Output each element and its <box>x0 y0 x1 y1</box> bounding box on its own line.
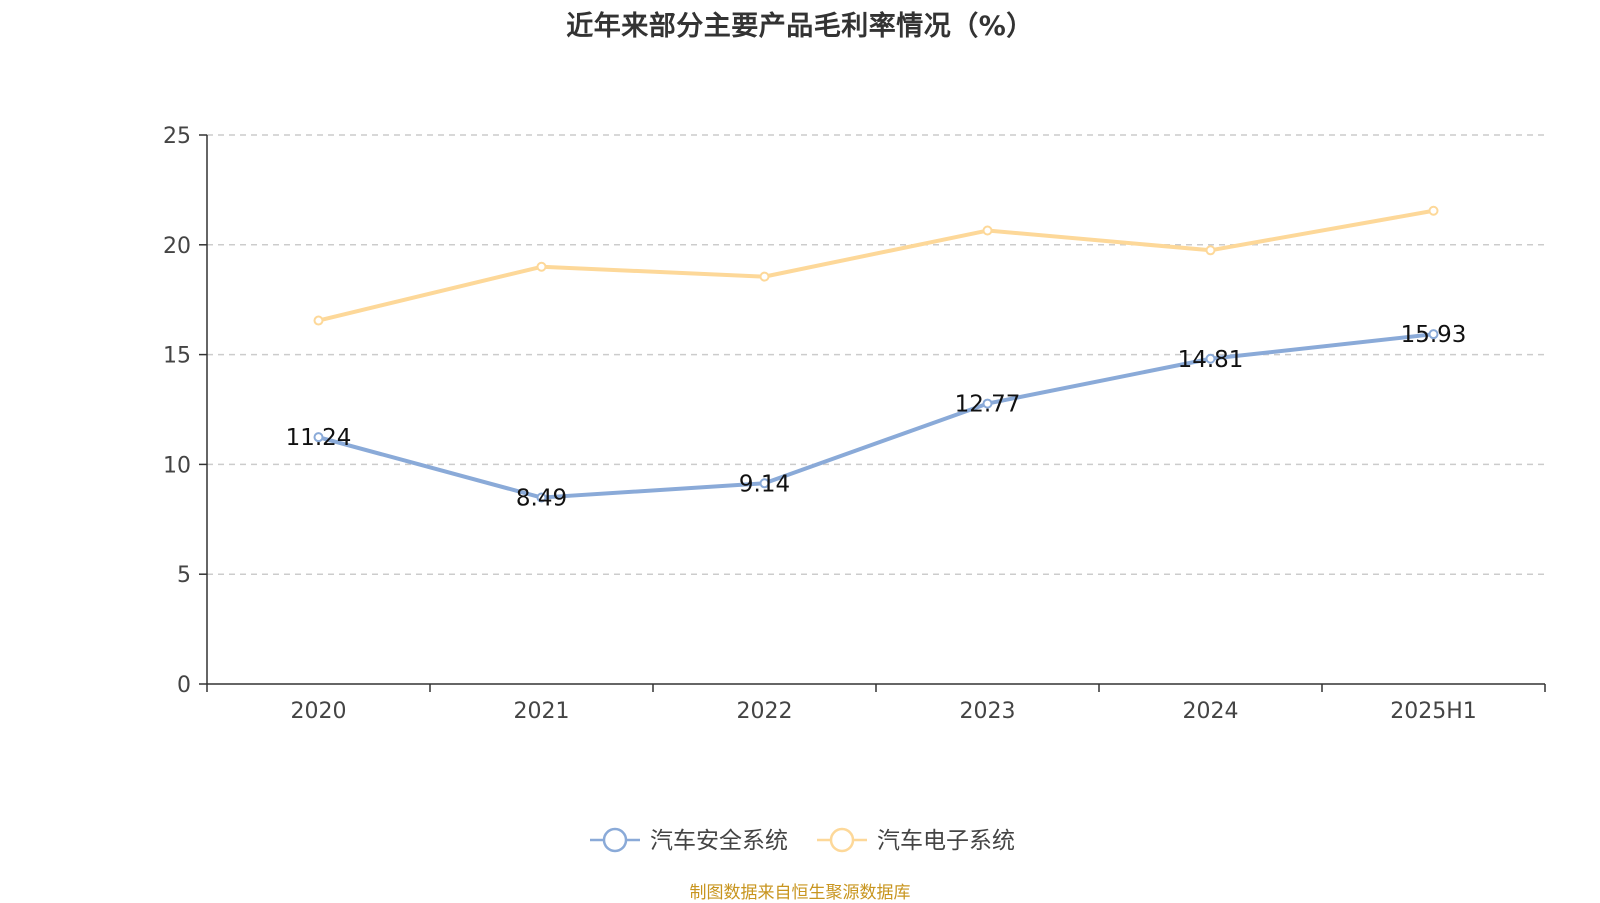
data-point <box>536 261 547 272</box>
legend-label: 汽车电子系统 <box>877 828 1015 854</box>
series-line <box>316 332 1436 500</box>
data-point <box>982 398 993 409</box>
legend-item: 汽车电子系统 <box>817 827 1015 854</box>
data-point <box>313 432 324 443</box>
y-tick-label: 10 <box>163 453 191 478</box>
y-tick-label: 20 <box>163 234 191 259</box>
source-note: 制图数据来自恒生聚源数据库 <box>689 883 911 903</box>
y-tick-label: 25 <box>163 124 191 149</box>
data-label: 11.24 <box>286 425 352 451</box>
data-point <box>536 492 547 503</box>
y-tick-label: 15 <box>163 344 191 369</box>
x-tick-label: 2022 <box>737 699 793 724</box>
data-point <box>759 271 770 282</box>
y-tick-label: 0 <box>177 673 191 698</box>
data-point <box>1428 205 1439 216</box>
legend-marker <box>829 827 855 853</box>
data-point <box>1205 353 1216 364</box>
data-point <box>1205 245 1216 256</box>
legend: 汽车安全系统 汽车电子系统 <box>590 827 1015 854</box>
data-label: 9.14 <box>739 471 790 497</box>
x-tick-label: 2023 <box>960 699 1016 724</box>
axes: 0 5 10 15 20 25 2020 2021 2022 2023 2024 2025H1 <box>163 124 1546 724</box>
legend-marker <box>602 827 628 853</box>
grid-lines <box>207 134 1545 575</box>
data-point <box>1428 329 1439 340</box>
legend-label: 汽车安全系统 <box>650 828 788 854</box>
data-label: 15.93 <box>1401 322 1467 348</box>
chart-title: 近年来部分主要产品毛利率情况（%） <box>566 11 1034 42</box>
data-point <box>982 225 993 236</box>
series-line <box>316 208 1436 323</box>
data-point <box>313 315 324 326</box>
series-lines <box>313 205 1439 503</box>
x-tick-label: 2025H1 <box>1390 699 1477 724</box>
x-tick-label: 2020 <box>291 699 347 724</box>
legend-item: 汽车安全系统 <box>590 827 788 854</box>
x-tick-label: 2021 <box>514 699 570 724</box>
data-label: 14.81 <box>1178 347 1244 373</box>
data-label: 8.49 <box>516 486 567 512</box>
data-labels: 11.24 8.49 9.14 12.77 14.81 15.93 <box>286 322 1467 511</box>
data-label: 12.77 <box>955 392 1021 418</box>
x-tick-label: 2024 <box>1183 699 1239 724</box>
data-point <box>759 478 770 489</box>
y-tick-label: 5 <box>177 563 191 588</box>
